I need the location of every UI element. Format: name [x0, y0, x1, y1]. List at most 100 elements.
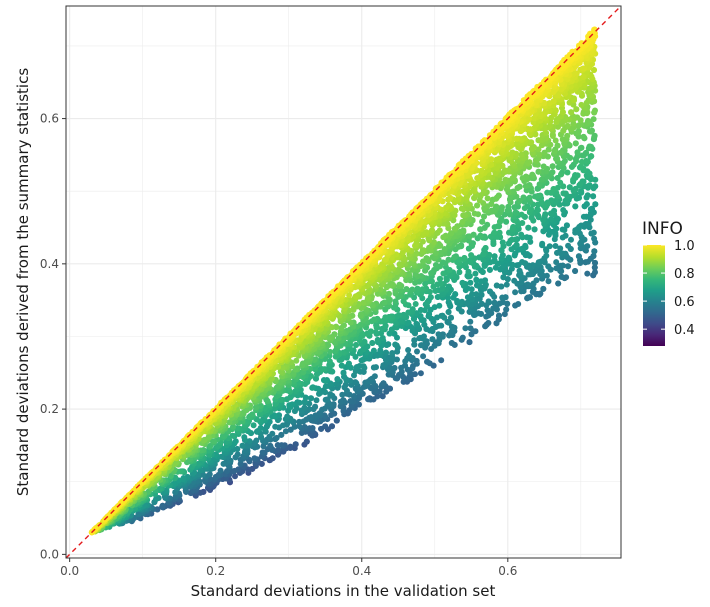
data-point — [327, 391, 334, 398]
data-point — [491, 299, 498, 306]
data-point — [440, 270, 447, 277]
data-point — [538, 176, 545, 183]
data-point — [591, 109, 598, 116]
data-point — [481, 213, 487, 220]
data-point — [493, 195, 499, 202]
data-point — [535, 193, 541, 199]
data-point — [211, 438, 217, 445]
data-point — [293, 357, 300, 364]
data-point — [269, 430, 276, 437]
data-point — [568, 236, 574, 243]
data-point — [541, 149, 548, 156]
data-point — [257, 425, 264, 431]
data-point — [575, 253, 582, 260]
data-point — [572, 203, 579, 210]
data-point — [412, 301, 419, 307]
data-point — [452, 291, 459, 298]
data-point — [583, 99, 590, 106]
data-point — [353, 364, 360, 371]
data-point — [487, 288, 493, 295]
data-point — [560, 127, 567, 134]
data-point — [499, 239, 506, 246]
data-point — [272, 423, 279, 430]
data-point — [200, 437, 207, 444]
data-point — [530, 280, 537, 287]
data-point — [496, 300, 503, 307]
data-point — [558, 273, 565, 280]
data-point — [239, 442, 246, 449]
data-point — [296, 423, 303, 430]
data-point — [467, 279, 474, 286]
data-point — [486, 266, 493, 273]
data-point — [459, 218, 466, 225]
data-points — [88, 26, 599, 536]
data-point — [135, 511, 142, 518]
data-point — [550, 186, 557, 192]
data-point — [448, 340, 455, 346]
data-point — [575, 129, 582, 136]
data-point — [322, 423, 329, 430]
data-point — [543, 252, 550, 259]
data-point — [278, 431, 285, 438]
data-point — [232, 473, 238, 480]
data-point — [267, 442, 274, 449]
data-point — [511, 252, 518, 259]
data-point — [565, 263, 571, 270]
data-point — [159, 502, 166, 509]
data-point — [557, 262, 564, 269]
data-point — [546, 243, 553, 250]
data-point — [438, 357, 445, 364]
data-point — [416, 335, 423, 342]
data-point — [590, 193, 597, 200]
data-point — [501, 311, 508, 318]
data-point — [451, 225, 458, 232]
data-point — [462, 325, 469, 332]
data-point — [448, 329, 455, 336]
data-point — [484, 307, 491, 314]
data-point — [409, 286, 416, 293]
data-point — [540, 163, 547, 170]
data-point — [389, 350, 396, 357]
data-point — [428, 270, 435, 277]
data-point — [220, 460, 227, 467]
data-point — [586, 170, 593, 177]
data-point — [525, 160, 532, 167]
data-point — [527, 271, 534, 278]
data-point — [588, 153, 595, 160]
data-point — [564, 132, 571, 139]
data-point — [445, 256, 452, 263]
data-point — [338, 362, 345, 369]
data-point — [464, 299, 471, 306]
data-point — [498, 283, 505, 290]
data-point — [473, 276, 480, 283]
data-point — [429, 227, 435, 234]
data-point — [590, 253, 597, 259]
data-point — [231, 467, 238, 474]
data-point — [436, 302, 443, 309]
data-point — [337, 398, 344, 405]
data-point — [306, 406, 313, 413]
data-point — [234, 451, 241, 458]
data-point — [496, 312, 502, 319]
data-point — [578, 238, 585, 245]
data-point — [321, 377, 327, 384]
data-point — [339, 391, 346, 398]
data-point — [586, 143, 593, 150]
data-point — [371, 316, 378, 323]
data-point — [436, 227, 443, 234]
data-point — [503, 306, 510, 313]
data-point — [180, 475, 187, 481]
data-point — [459, 279, 466, 286]
data-point — [557, 245, 564, 252]
data-point — [545, 278, 552, 285]
data-point — [535, 168, 542, 175]
data-point — [312, 403, 319, 410]
data-point — [499, 294, 506, 301]
data-point — [424, 299, 431, 306]
data-point — [511, 277, 518, 284]
data-point — [414, 285, 421, 292]
data-point — [293, 405, 300, 412]
data-point — [586, 182, 593, 189]
data-point — [526, 194, 533, 201]
data-point — [535, 259, 542, 266]
